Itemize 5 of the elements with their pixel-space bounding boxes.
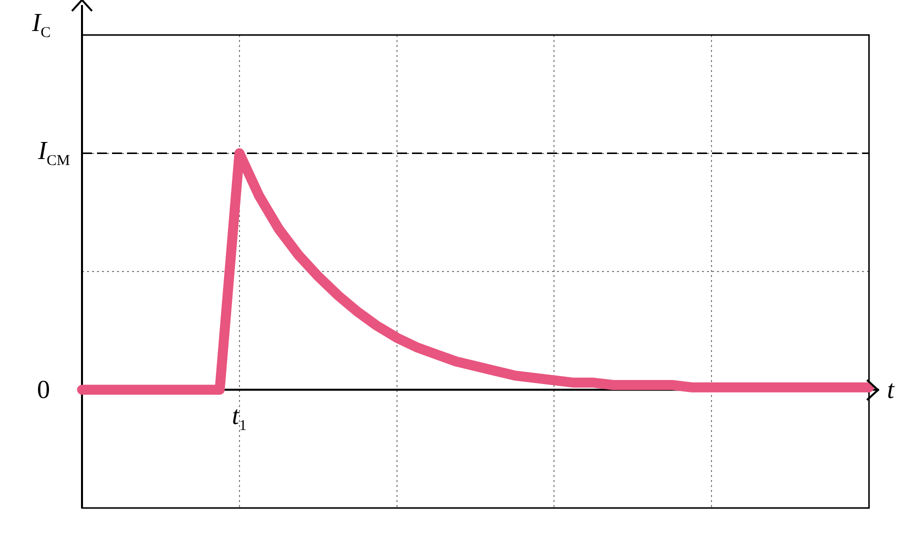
text: 0	[37, 374, 50, 405]
y-axis-title: I$_{C}$	[32, 8, 51, 42]
text: t$_{1}$	[232, 400, 247, 435]
x-axis-title: t	[887, 374, 894, 405]
ref-line-label: I$_{CM}$	[38, 136, 70, 170]
